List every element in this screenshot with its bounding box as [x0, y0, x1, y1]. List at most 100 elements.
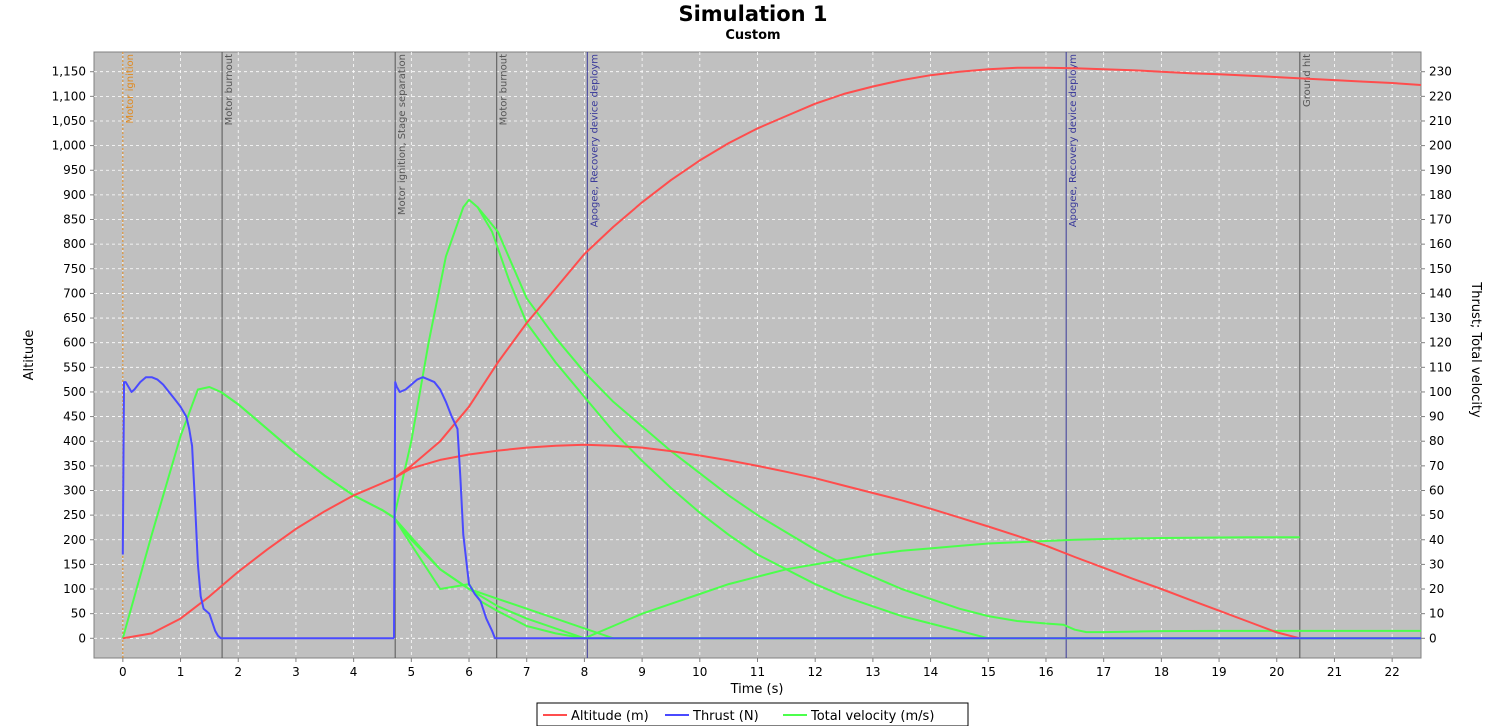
y-right-tick-label: 150: [1429, 262, 1452, 276]
x-tick-label: 19: [1211, 665, 1226, 679]
y-right-tick-label: 230: [1429, 65, 1452, 79]
y-right-tick-label: 130: [1429, 311, 1452, 325]
x-tick-label: 22: [1385, 665, 1400, 679]
x-tick-label: 15: [981, 665, 996, 679]
legend-box: [536, 702, 969, 726]
y-right-tick-label: 10: [1429, 607, 1444, 621]
y-right-tick-label: 40: [1429, 533, 1444, 547]
x-tick-label: 14: [923, 665, 938, 679]
y-right-tick-label: 30: [1429, 557, 1444, 571]
series-line: [393, 516, 585, 640]
y-right-tick-label: 0: [1429, 631, 1437, 645]
series-line: [122, 477, 395, 640]
y-left-tick-label: 450: [63, 410, 86, 424]
y-right-tick-label: 160: [1429, 237, 1452, 251]
y-right-tick-label: 100: [1429, 385, 1452, 399]
y-left-tick-label: 400: [63, 434, 86, 448]
y-right-tick-label: 60: [1429, 483, 1444, 497]
y-left-tick-label: 1,050: [52, 114, 86, 128]
y-left-tick-label: 900: [63, 188, 86, 202]
y-left-tick-label: 800: [63, 237, 86, 251]
event-label: Apogee, Recovery device deploym: [1068, 54, 1079, 227]
y-left-tick-label: 250: [63, 508, 86, 522]
y-right-tick-label: 180: [1429, 188, 1452, 202]
y-left-tick-label: 0: [78, 631, 86, 645]
x-tick-label: 11: [750, 665, 765, 679]
y-right-tick-label: 220: [1429, 89, 1452, 103]
chart-title: Simulation 1: [678, 2, 827, 26]
x-tick-label: 18: [1154, 665, 1169, 679]
y-left-tick-label: 50: [71, 607, 86, 621]
y-right-tick-label: 110: [1429, 360, 1452, 374]
x-tick-label: 20: [1269, 665, 1284, 679]
y-left-tick-label: 1,000: [52, 139, 86, 153]
y-right-tick-label: 20: [1429, 582, 1444, 596]
legend-label: Thrust (N): [692, 709, 759, 724]
event-label: Motor burnout: [224, 54, 235, 125]
x-tick-label: 21: [1327, 665, 1342, 679]
series-line: [476, 206, 1421, 634]
y-left-tick-label: 200: [63, 533, 86, 547]
x-axis-label: Time (s): [730, 682, 784, 697]
x-tick-label: 10: [692, 665, 707, 679]
y-left-tick-label: 350: [63, 459, 86, 473]
y-left-tick-label: 150: [63, 557, 86, 571]
x-tick-label: 3: [292, 665, 300, 679]
y-right-tick-label: 210: [1429, 114, 1452, 128]
event-label: Motor burnout: [499, 54, 510, 125]
event-label: Ground hit: [1302, 54, 1313, 107]
y-left-tick-label: 600: [63, 336, 86, 350]
y-right-tick-label: 200: [1429, 139, 1452, 153]
x-tick-label: 7: [523, 665, 531, 679]
y-left-tick-label: 850: [63, 213, 86, 227]
y-left-tick-label: 1,150: [52, 65, 86, 79]
event-label: Apogee, Recovery device deploym: [589, 54, 600, 227]
y-left-tick-label: 950: [63, 163, 86, 177]
axes: 0 1 2 3 4 5 6 7 8 9 10 11 12 13 14 15 16 17 18 19 20 21 220501…: [52, 65, 1452, 679]
event-label: Motor ignition: [125, 54, 136, 123]
y-right-axis-label: Thrust; Total velocity: [1468, 281, 1483, 418]
x-tick-label: 5: [408, 665, 416, 679]
x-tick-label: 2: [234, 665, 242, 679]
x-tick-label: 6: [465, 665, 473, 679]
y-left-tick-label: 100: [63, 582, 86, 596]
event-label: Motor ignition, Stage separation: [397, 54, 408, 215]
y-left-tick-label: 650: [63, 311, 86, 325]
chart-subtitle: Custom: [725, 28, 780, 43]
y-left-tick-label: 750: [63, 262, 86, 276]
y-left-tick-label: 700: [63, 286, 86, 300]
series-lines: [121, 66, 1422, 640]
y-right-tick-label: 120: [1429, 336, 1452, 350]
grid: [94, 52, 1421, 658]
x-tick-label: 12: [808, 665, 823, 679]
x-tick-label: 17: [1096, 665, 1111, 679]
y-right-tick-label: 50: [1429, 508, 1444, 522]
y-left-tick-label: 550: [63, 360, 86, 374]
y-left-tick-label: 1,100: [52, 89, 86, 103]
event-markers: Motor ignition Motor burnout Motor ignitio…: [122, 52, 1313, 658]
y-right-tick-label: 70: [1429, 459, 1444, 473]
x-tick-label: 9: [638, 665, 646, 679]
series-line: [121, 376, 394, 640]
y-right-tick-label: 80: [1429, 434, 1444, 448]
x-tick-label: 13: [865, 665, 880, 679]
y-right-tick-label: 90: [1429, 410, 1444, 424]
series-line: [393, 443, 1301, 640]
x-tick-label: 8: [581, 665, 589, 679]
legend-label: Altitude (m): [571, 709, 649, 724]
x-tick-label: 4: [350, 665, 358, 679]
x-tick-label: 16: [1038, 665, 1053, 679]
y-right-tick-label: 170: [1429, 213, 1452, 227]
series-line: [584, 536, 1300, 640]
series-line: [393, 66, 1422, 480]
x-tick-label: 0: [119, 665, 127, 679]
y-left-axis-label: Altitude: [22, 330, 37, 381]
x-tick-label: 1: [177, 665, 185, 679]
y-left-tick-label: 500: [63, 385, 86, 399]
legend-label: Total velocity (m/s): [810, 709, 934, 724]
y-right-tick-label: 190: [1429, 163, 1452, 177]
legend: Altitude (m) Thrust (N) Total velocity (m/…: [536, 702, 969, 726]
y-right-tick-label: 140: [1429, 286, 1452, 300]
y-left-tick-label: 300: [63, 483, 86, 497]
